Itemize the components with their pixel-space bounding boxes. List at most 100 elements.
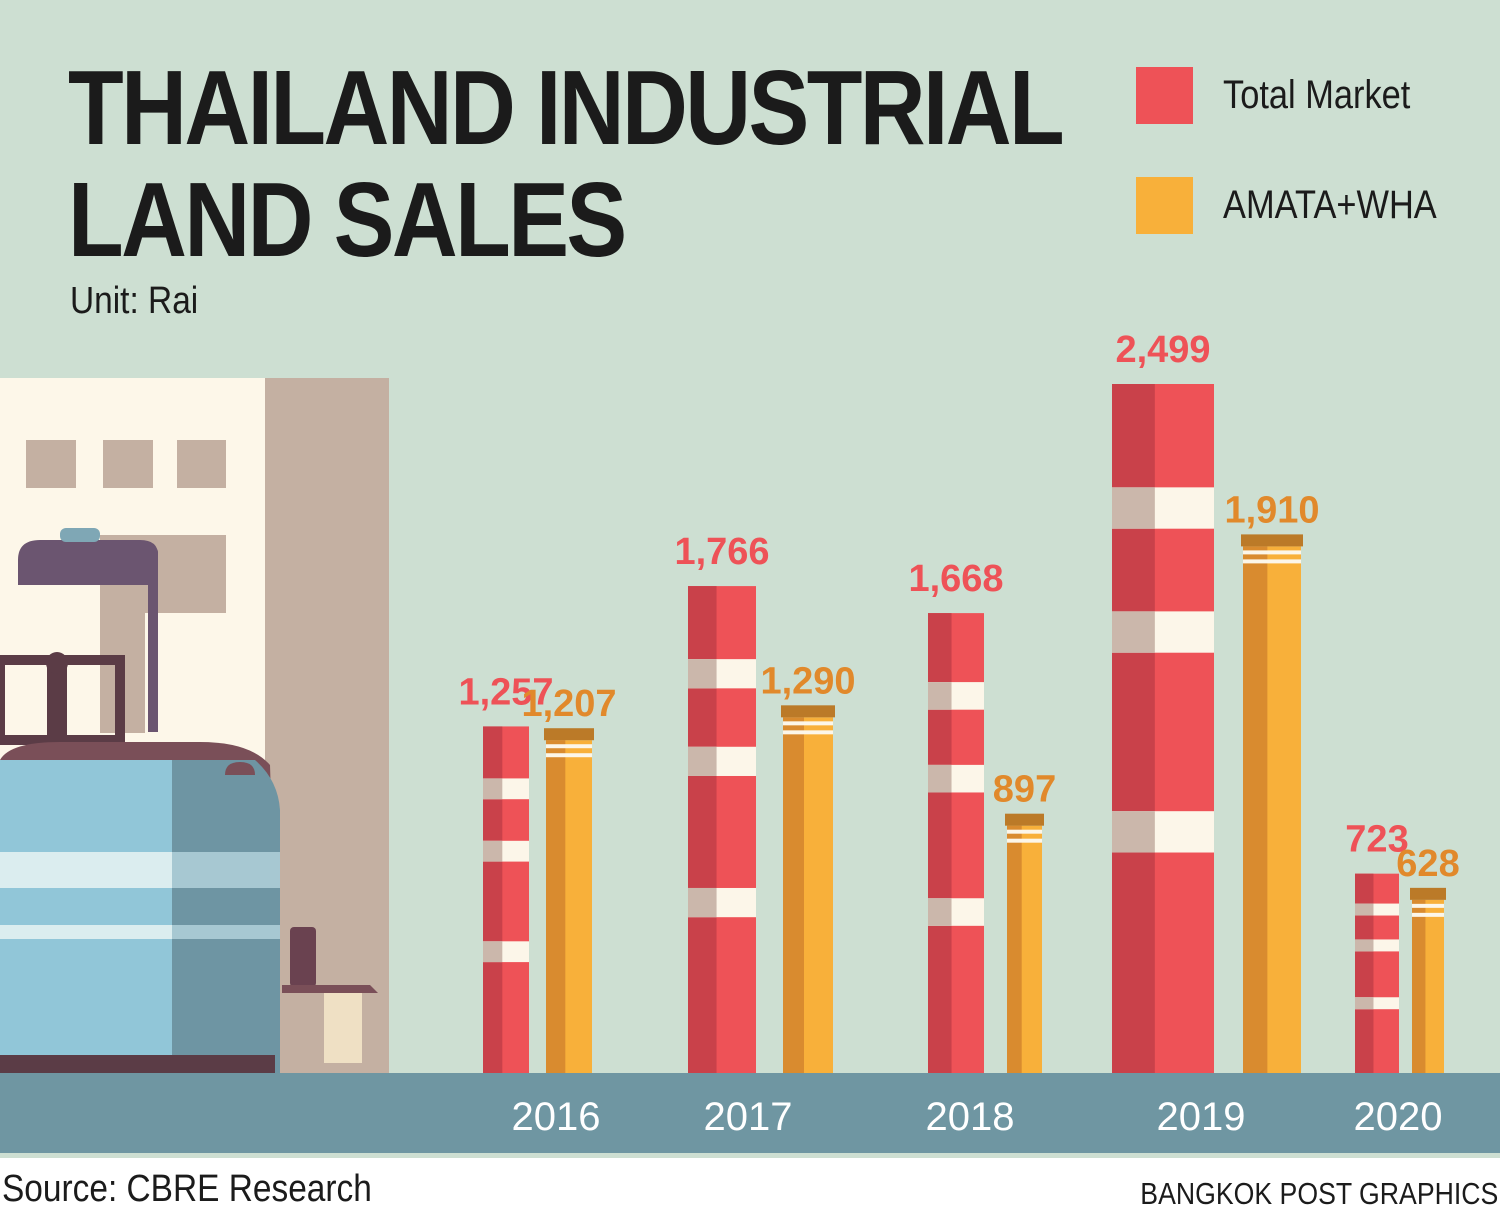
source-note: Source: CBRE Research	[2, 1168, 372, 1210]
tank-stripe-shade	[172, 852, 280, 888]
hut-door	[324, 993, 362, 1063]
amata-wha-bar-cap	[1005, 813, 1044, 826]
total-market-bar-stripe-shade	[483, 941, 503, 963]
amata-wha-bar-stripe	[1007, 829, 1042, 834]
pipe	[148, 548, 158, 732]
amata-wha-bar-stripe	[546, 744, 592, 749]
total-market-bar-2019	[1112, 384, 1214, 1073]
amata-wha-bar-2016	[544, 728, 594, 1073]
graphics-credit: BANGKOK POST GRAPHICS	[1139, 1176, 1498, 1211]
year-labels: 2016 2017 2018 2019 2020	[512, 1095, 1443, 1139]
amata-wha-bar-2019	[1241, 534, 1303, 1073]
total-market-bar-stripe-shade	[483, 778, 503, 800]
amata-wha-bar-2017	[781, 705, 835, 1073]
total-market-bar-stripe-shade	[688, 887, 717, 918]
total-market-bar-stripe	[1355, 997, 1399, 1010]
amata-wha-bar-stripe	[1243, 550, 1301, 555]
chart-subtitle: Unit: Rai	[70, 280, 199, 322]
amata-wha-bar-cap	[1410, 887, 1446, 900]
factory-illustration	[0, 378, 389, 1075]
total-market-bar-2016	[483, 726, 529, 1073]
total-market-value-label-2016: 1,257	[458, 671, 553, 713]
legend-label-total-market: Total Market	[1223, 72, 1411, 117]
amata-wha-bar-shade	[1412, 899, 1426, 1073]
total-market-bar-stripe	[1355, 939, 1399, 952]
legend-swatch-total-market	[1136, 66, 1193, 124]
hut-roof	[282, 985, 378, 993]
railing	[0, 655, 57, 745]
amata-wha-bar-stripe	[1412, 903, 1444, 908]
amata-wha-bar-shade	[1243, 546, 1268, 1073]
factory-window	[26, 440, 76, 488]
total-market-bar-stripe-shade	[688, 659, 717, 689]
amata-wha-bar-stripe	[783, 730, 833, 735]
amata-wha-value-label-2017: 1,290	[760, 660, 855, 702]
amata-wha-bar-stripe	[546, 753, 592, 758]
legend-item-amata-wha: AMATA+WHA	[1136, 176, 1472, 234]
total-market-value-label-2020: 723	[1345, 819, 1408, 861]
amata-wha-value-label-2020: 628	[1396, 843, 1459, 885]
factory-window	[177, 440, 226, 488]
total-market-bar-stripe-shade	[928, 898, 952, 926]
tank-stripe-shade	[172, 925, 280, 939]
total-market-bar-stripe-shade	[1355, 997, 1374, 1010]
total-market-bar-stripe-shade	[928, 682, 952, 710]
bars-layer	[483, 384, 1446, 1073]
amata-wha-bar-shade	[1007, 825, 1022, 1073]
amata-wha-bar-cap	[781, 705, 835, 718]
amata-wha-bar-stripe	[1243, 559, 1301, 564]
x-tick-label-2019: 2019	[1157, 1095, 1246, 1139]
factory-window	[103, 440, 153, 488]
x-tick-label-2018: 2018	[926, 1095, 1015, 1139]
x-tick-label-2016: 2016	[512, 1095, 601, 1139]
tank-base	[0, 1055, 275, 1075]
amata-wha-value-label-2016: 1,207	[521, 683, 616, 725]
chart-title-line-1: THAILAND INDUSTRIAL	[68, 49, 1065, 167]
total-market-bar-stripe	[1355, 903, 1399, 916]
total-market-bar-2020	[1355, 873, 1399, 1073]
legend-swatch-amata-wha	[1136, 176, 1193, 234]
chart-title-line-2: LAND SALES	[68, 161, 627, 279]
total-market-bar-shade	[1355, 873, 1374, 1073]
amata-wha-bar-shade	[783, 717, 804, 1073]
chimney-small	[290, 927, 316, 987]
tank-body-shade	[172, 760, 280, 1075]
total-market-value-label-2019: 2,499	[1115, 329, 1210, 371]
total-market-bar-stripe-shade	[1355, 939, 1374, 952]
total-market-value-label-2017: 1,766	[674, 531, 769, 573]
amata-wha-bar-2020	[1410, 887, 1446, 1073]
total-market-bar-2017	[688, 586, 756, 1073]
amata-wha-bar-stripe	[1007, 838, 1042, 843]
valve-icon	[46, 652, 68, 674]
total-market-bar-stripe-shade	[1355, 903, 1374, 916]
ground-strip	[0, 1073, 1500, 1153]
x-tick-label-2020: 2020	[1354, 1095, 1443, 1139]
amata-wha-bar-cap	[544, 728, 594, 741]
amata-wha-bar-shade	[546, 740, 566, 1073]
legend-label-amata-wha: AMATA+WHA	[1223, 182, 1437, 227]
total-market-value-label-2018: 1,668	[908, 558, 1003, 600]
tank-body	[0, 760, 172, 1075]
amata-wha-bar-cap	[1241, 534, 1303, 547]
amata-wha-value-label-2019: 1,910	[1224, 489, 1319, 531]
total-market-bar-stripe-shade	[483, 840, 503, 862]
total-market-bar-stripe-shade	[688, 746, 717, 776]
x-tick-label-2017: 2017	[704, 1095, 793, 1139]
tank-dome	[18, 540, 158, 585]
legend-item-total-market: Total Market	[1136, 66, 1441, 124]
total-market-bar-2018	[928, 613, 984, 1073]
total-market-bar-stripe-shade	[1112, 487, 1155, 529]
total-market-bar-stripe-shade	[1112, 811, 1155, 853]
total-market-bar-shade	[483, 726, 503, 1073]
chart-title: THAILAND INDUSTRIAL LAND SALES	[68, 49, 1065, 279]
tank-top	[60, 528, 100, 542]
total-market-bar-shade	[928, 613, 952, 1073]
amata-wha-value-label-2018: 897	[993, 769, 1056, 811]
tank-nozzle	[225, 762, 255, 775]
railing	[57, 655, 125, 745]
amata-wha-bar-stripe	[1412, 912, 1444, 917]
amata-wha-bar-stripe	[783, 721, 833, 726]
